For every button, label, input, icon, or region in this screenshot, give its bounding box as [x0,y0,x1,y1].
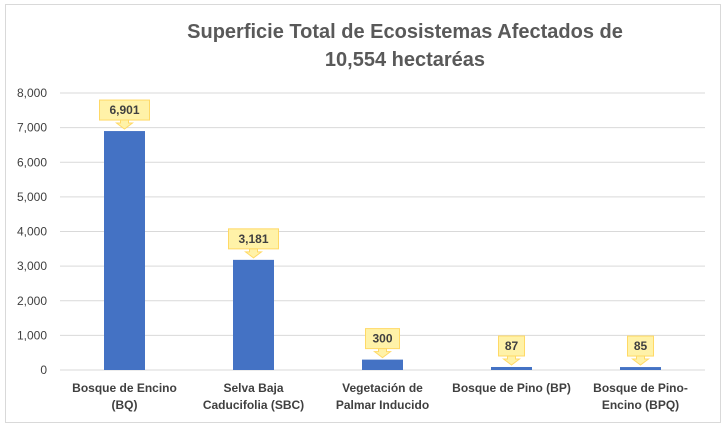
data-label: 300 [372,332,392,346]
bar [362,359,403,370]
data-label: 85 [634,339,648,353]
chart-title: Superficie Total de Ecosistemas Afectado… [187,21,623,71]
category-label: (BQ) [112,398,138,412]
data-label-arrow [244,248,263,259]
category-label: Bosque de Pino- [593,381,688,395]
data-label-arrow [373,348,392,359]
y-tick-label: 5,000 [17,190,47,204]
data-label: 3,181 [238,232,268,246]
bar [620,367,661,370]
y-tick-label: 2,000 [17,294,47,308]
bar [104,131,145,370]
category-label: Encino (BPQ) [602,398,679,412]
bar [491,366,532,370]
y-tick-label: 0 [40,363,47,377]
data-label-arrow [115,119,134,130]
y-tick-label: 7,000 [17,121,47,135]
category-label: Palmar Inducido [336,398,429,412]
data-label: 6,901 [109,103,139,117]
category-label: Selva Baja [223,381,283,395]
data-label: 87 [505,339,519,353]
category-label: Bosque de Pino (BP) [452,381,571,395]
category-label: Caducifolia (SBC) [203,398,304,412]
data-label-arrow [502,355,521,366]
category-label: Vegetación de [342,381,423,395]
data-label-arrow [631,355,650,366]
y-tick-label: 1,000 [17,328,47,342]
y-tick-label: 4,000 [17,225,47,239]
y-tick-label: 3,000 [17,259,47,273]
y-tick-label: 6,000 [17,155,47,169]
category-label: Bosque de Encino [72,381,177,395]
bar [233,259,274,370]
y-tick-label: 8,000 [17,86,47,100]
